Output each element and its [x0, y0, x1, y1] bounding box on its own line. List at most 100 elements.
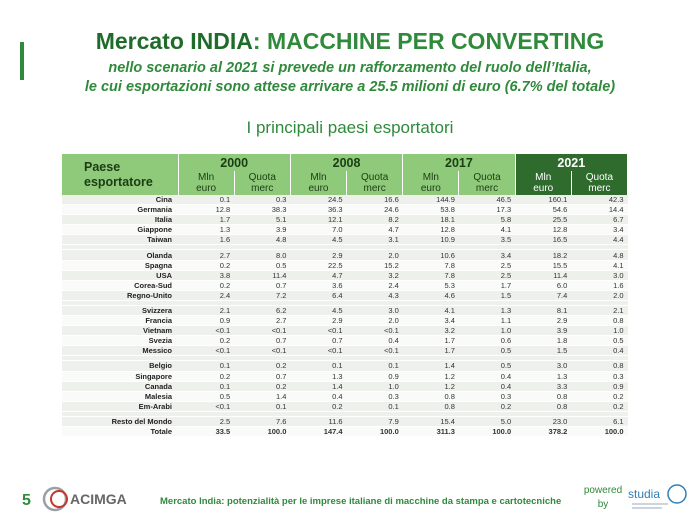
subtitle-line-2: le cui esportazioni sono attese arrivare…: [84, 79, 616, 95]
subheader-line1: Quota: [361, 172, 389, 183]
quota-merc-cell: 2.5: [458, 260, 516, 271]
quota-merc-header-2021: Quota merc: [571, 171, 629, 195]
table-row: Singapore 0.2 0.7 1.3 0.9 1.2 0.4 1.3 0.3: [62, 371, 628, 382]
mln-euro-cell: 7.8: [402, 270, 459, 281]
mln-euro-cell: 0.2: [178, 371, 235, 382]
table-row: Regno-Unito 2.4 7.2 6.4 4.3 4.6 1.5 7.4 2.0: [62, 290, 628, 301]
quota-merc-cell: 7.6: [234, 416, 291, 427]
quota-merc-cell: 2.0: [346, 315, 403, 327]
quota-merc-cell: 0.3: [234, 195, 291, 206]
mln-euro-cell: 4.1: [402, 305, 459, 317]
mln-euro-cell: 25.5: [515, 214, 572, 226]
mln-euro-cell: 1.4: [402, 360, 459, 372]
quota-merc-cell: 0.4: [346, 335, 403, 347]
quota-merc-cell: <0.1: [234, 345, 291, 357]
mln-euro-cell: 33.5: [178, 425, 235, 438]
table-row: Svizzera 2.1 6.2 4.5 3.0 4.1 1.3 8.1 2.1: [62, 305, 628, 317]
mln-euro-cell: 3.0: [515, 360, 572, 372]
quota-merc-cell: 0.2: [571, 401, 628, 412]
country-cell: Singapore: [62, 371, 178, 382]
quota-merc-cell: <0.1: [234, 325, 291, 337]
quota-merc-cell: 0.4: [571, 345, 628, 357]
quota-merc-cell: 8.0: [234, 249, 291, 261]
mln-euro-cell: 12.8: [402, 224, 459, 236]
mln-euro-cell: 4.5: [290, 305, 347, 317]
mln-euro-cell: 147.4: [290, 425, 347, 438]
mln-euro-cell: 1.7: [402, 335, 459, 347]
mln-euro-cell: 0.1: [290, 360, 347, 372]
quota-merc-cell: 1.0: [571, 325, 628, 337]
mln-euro-cell: 311.3: [402, 425, 459, 438]
quota-merc-cell: 0.4: [458, 371, 516, 382]
mln-euro-header-2008: Mln euro: [290, 171, 348, 195]
mln-euro-cell: 7.4: [515, 290, 572, 301]
mln-euro-cell: <0.1: [290, 345, 347, 357]
country-cell: Svizzera: [62, 305, 178, 317]
quota-merc-cell: 5.8: [458, 214, 516, 226]
mln-euro-cell: 3.2: [402, 325, 459, 337]
mln-euro-cell: <0.1: [290, 325, 347, 337]
mln-euro-cell: 0.2: [178, 280, 235, 291]
mln-euro-cell: <0.1: [178, 345, 235, 357]
quota-merc-cell: 24.6: [346, 204, 403, 216]
subheader-line1: Mln: [535, 172, 552, 183]
mln-euro-cell: 12.1: [290, 214, 347, 226]
page-number: 5: [22, 492, 31, 509]
mln-euro-cell: 15.4: [402, 416, 459, 427]
table-row: Canada 0.1 0.2 1.4 1.0 1.2 0.4 3.3 0.9: [62, 381, 628, 392]
country-cell: Germania: [62, 204, 178, 216]
mln-euro-cell: 0.8: [515, 391, 572, 402]
studio-logo: studia: [628, 484, 687, 509]
quota-merc-cell: 0.2: [458, 401, 516, 412]
quota-merc-cell: 16.6: [346, 195, 403, 206]
country-cell: Em-Arabi: [62, 401, 178, 412]
quota-merc-cell: 100.0: [346, 425, 403, 438]
mln-euro-cell: 2.9: [290, 249, 347, 261]
mln-euro-cell: 4.5: [290, 234, 347, 246]
mln-euro-cell: 0.8: [402, 401, 459, 412]
country-cell: Cina: [62, 195, 178, 206]
mln-euro-cell: 5.3: [402, 280, 459, 291]
table-spacer-row: [62, 411, 628, 417]
country-cell: Vietnam: [62, 325, 178, 337]
mln-euro-cell: 18.1: [402, 214, 459, 226]
table-spacer-row: [62, 355, 628, 362]
country-cell: Belgio: [62, 360, 178, 372]
country-cell: Italia: [62, 214, 178, 226]
quota-merc-cell: 0.3: [571, 371, 628, 382]
subheader-line1: Quota: [585, 172, 614, 183]
mln-euro-cell: 0.2: [290, 401, 347, 412]
subheader-line2: merc: [363, 183, 386, 194]
quota-merc-cell: 0.3: [458, 391, 516, 402]
mln-euro-cell: 10.6: [402, 249, 459, 261]
mln-euro-cell: 0.2: [178, 335, 235, 347]
mln-euro-cell: 8.1: [515, 305, 572, 317]
mln-euro-cell: 0.8: [515, 401, 572, 412]
subheader-line2: euro: [420, 183, 441, 194]
quota-merc-cell: 14.4: [571, 204, 628, 216]
quota-merc-cell: 4.1: [458, 224, 516, 236]
quota-merc-cell: 0.8: [571, 315, 628, 327]
mln-euro-cell: 378.2: [515, 425, 572, 438]
quota-merc-cell: 46.5: [458, 195, 516, 206]
quota-merc-cell: 4.7: [346, 224, 403, 236]
quota-merc-cell: 1.7: [458, 280, 516, 291]
mln-euro-cell: <0.1: [178, 401, 235, 412]
quota-merc-cell: 0.9: [571, 381, 628, 392]
table-row: Olanda 2.7 8.0 2.9 2.0 10.6 3.4 18.2 4.8: [62, 249, 628, 261]
quota-merc-cell: 17.3: [458, 204, 516, 216]
acimga-logo-text: ACIMGA: [70, 491, 127, 507]
quota-merc-cell: 4.4: [571, 234, 628, 246]
year-header-2000: 2000: [178, 154, 291, 171]
subheader-line2: merc: [475, 183, 499, 194]
mln-euro-cell: 1.6: [178, 234, 235, 246]
quota-merc-cell: 5.0: [458, 416, 516, 427]
table-row: Svezia 0.2 0.7 0.7 0.4 1.7 0.6 1.8 0.5: [62, 335, 628, 347]
title-product: : MACCHINE PER CONVERTING: [252, 28, 605, 54]
quota-merc-cell: 1.4: [234, 391, 291, 402]
mln-euro-cell: 144.9: [402, 195, 459, 206]
quota-merc-cell: 0.7: [234, 371, 291, 382]
quota-merc-cell: 3.5: [458, 234, 516, 246]
quota-merc-cell: 3.0: [571, 270, 628, 281]
quota-merc-cell: 5.1: [234, 214, 291, 226]
